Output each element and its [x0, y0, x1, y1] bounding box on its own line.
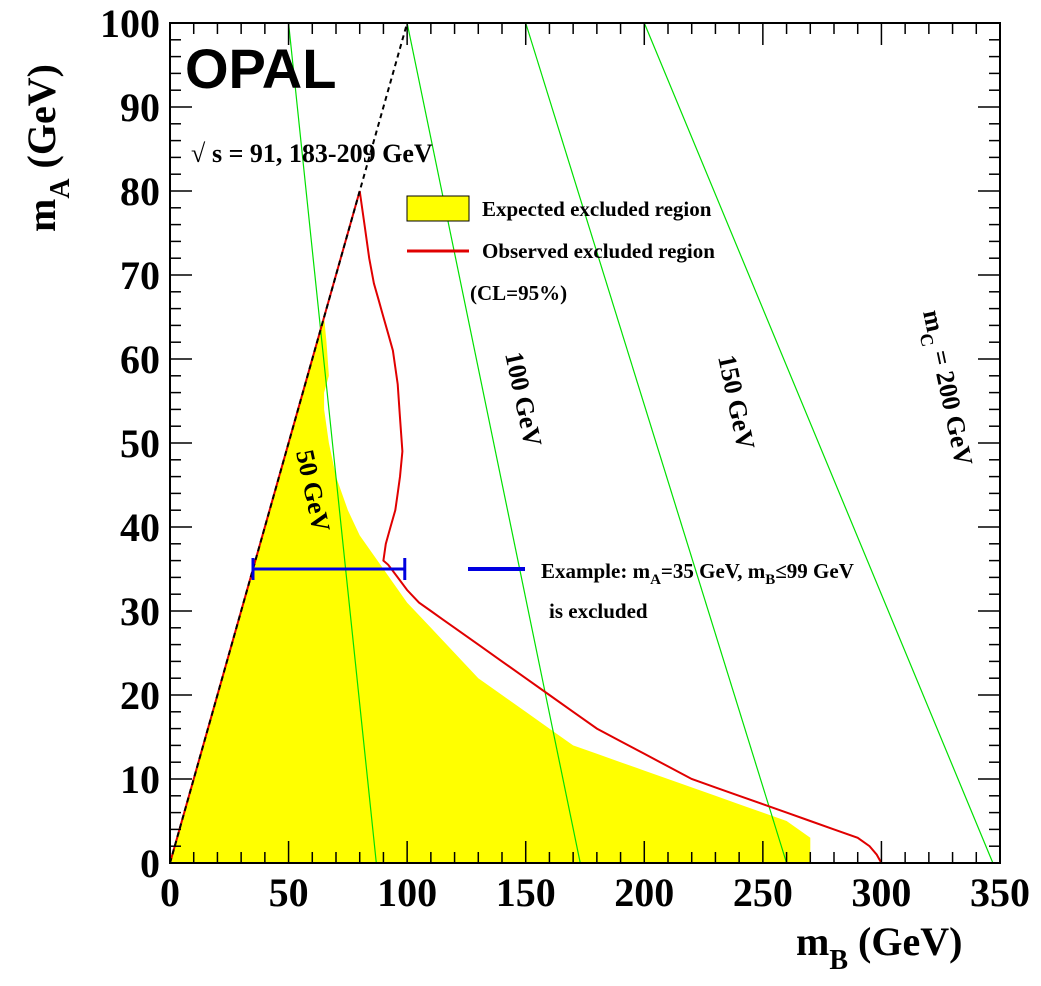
- y-axis-label: mA(GeV): [19, 64, 76, 232]
- legend: Expected excluded region Observed exclud…: [406, 195, 854, 623]
- y-tick-label: 0: [140, 841, 160, 886]
- y-tick-label: 80: [120, 169, 160, 214]
- legend-cl-label: (CL=95%): [470, 281, 567, 305]
- x-tick-label: 250: [733, 870, 793, 915]
- x-axis-label: mB (GeV): [796, 919, 962, 976]
- y-tick-label: 70: [120, 253, 160, 298]
- kinematic-limit-line: [169, 22, 409, 864]
- y-axis-label-text: mA(GeV): [19, 64, 76, 232]
- y-tick-label: 20: [120, 673, 160, 718]
- y-tick-label: 90: [120, 85, 160, 130]
- mc-line-2: [525, 22, 788, 864]
- axes-layer: 0 50 100 150 200 250 300 350 0 10 20 30 40 50 60 70 80 90…: [100, 1, 1030, 915]
- mc-line-1: [406, 22, 581, 864]
- x-tick-label: 0: [160, 870, 180, 915]
- y-tick-label: 100: [100, 1, 160, 46]
- x-tick-label: 300: [851, 870, 911, 915]
- mc-line-3: [643, 22, 994, 864]
- y-tick-label: 50: [120, 421, 160, 466]
- experiment-logo-text: OPAL: [185, 37, 336, 100]
- legend-example-line1: Example: mA=35 GeV, mB≤99 GeV: [541, 559, 854, 588]
- x-tick-label: 350: [970, 870, 1030, 915]
- y-tick-label: 40: [120, 505, 160, 550]
- legend-expected-label: Expected excluded region: [482, 197, 712, 221]
- legend-observed-label: Observed excluded region: [482, 239, 715, 263]
- legend-expected-swatch: [406, 195, 470, 222]
- mc-line-0: [287, 22, 377, 864]
- mc-line-labels: 50 GeV 100 GeV 150 GeV mC = 200 GeV: [290, 307, 978, 534]
- mc-label-150: 150 GeV: [712, 352, 760, 452]
- energy-label-text: s = 91, 183-209 GeV: [212, 139, 433, 168]
- y-tick-label: 10: [120, 757, 160, 802]
- observed-boundary: [169, 190, 883, 864]
- x-tick-label: 200: [614, 870, 674, 915]
- x-tick-label: 100: [377, 870, 437, 915]
- mc-label-100: 100 GeV: [499, 349, 547, 449]
- y-tick-label: 30: [120, 589, 160, 634]
- x-axis-label-text: mB (GeV): [796, 919, 962, 976]
- sqrt-symbol: √: [191, 139, 206, 168]
- x-tick-label: 50: [269, 870, 309, 915]
- mc-label-200: mC = 200 GeV: [911, 307, 978, 470]
- y-tick-label: 60: [120, 337, 160, 382]
- legend-example-line2: is excluded: [549, 599, 648, 623]
- x-tick-label: 150: [496, 870, 556, 915]
- energy-label: √ s = 91, 183-209 GeV: [191, 139, 433, 168]
- data-layer: [169, 22, 994, 864]
- expected-region: [170, 317, 811, 863]
